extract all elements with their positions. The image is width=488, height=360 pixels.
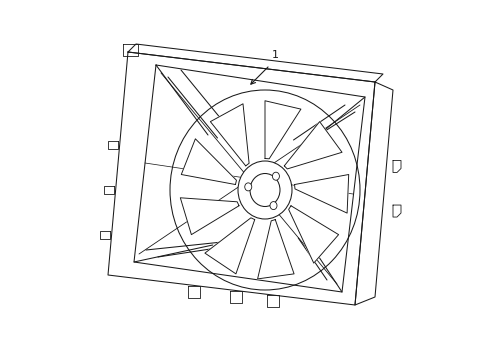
Ellipse shape xyxy=(238,161,291,219)
Polygon shape xyxy=(210,104,248,166)
Polygon shape xyxy=(294,175,348,213)
Text: 1: 1 xyxy=(271,50,278,60)
Polygon shape xyxy=(257,220,293,279)
Polygon shape xyxy=(284,122,341,169)
Polygon shape xyxy=(354,82,392,305)
Polygon shape xyxy=(288,206,338,263)
Ellipse shape xyxy=(272,172,279,180)
Ellipse shape xyxy=(244,183,251,191)
Polygon shape xyxy=(204,218,254,274)
Polygon shape xyxy=(180,198,239,235)
Polygon shape xyxy=(181,139,236,185)
Ellipse shape xyxy=(269,202,276,210)
Polygon shape xyxy=(264,101,300,159)
Ellipse shape xyxy=(249,174,280,207)
Polygon shape xyxy=(128,44,382,82)
